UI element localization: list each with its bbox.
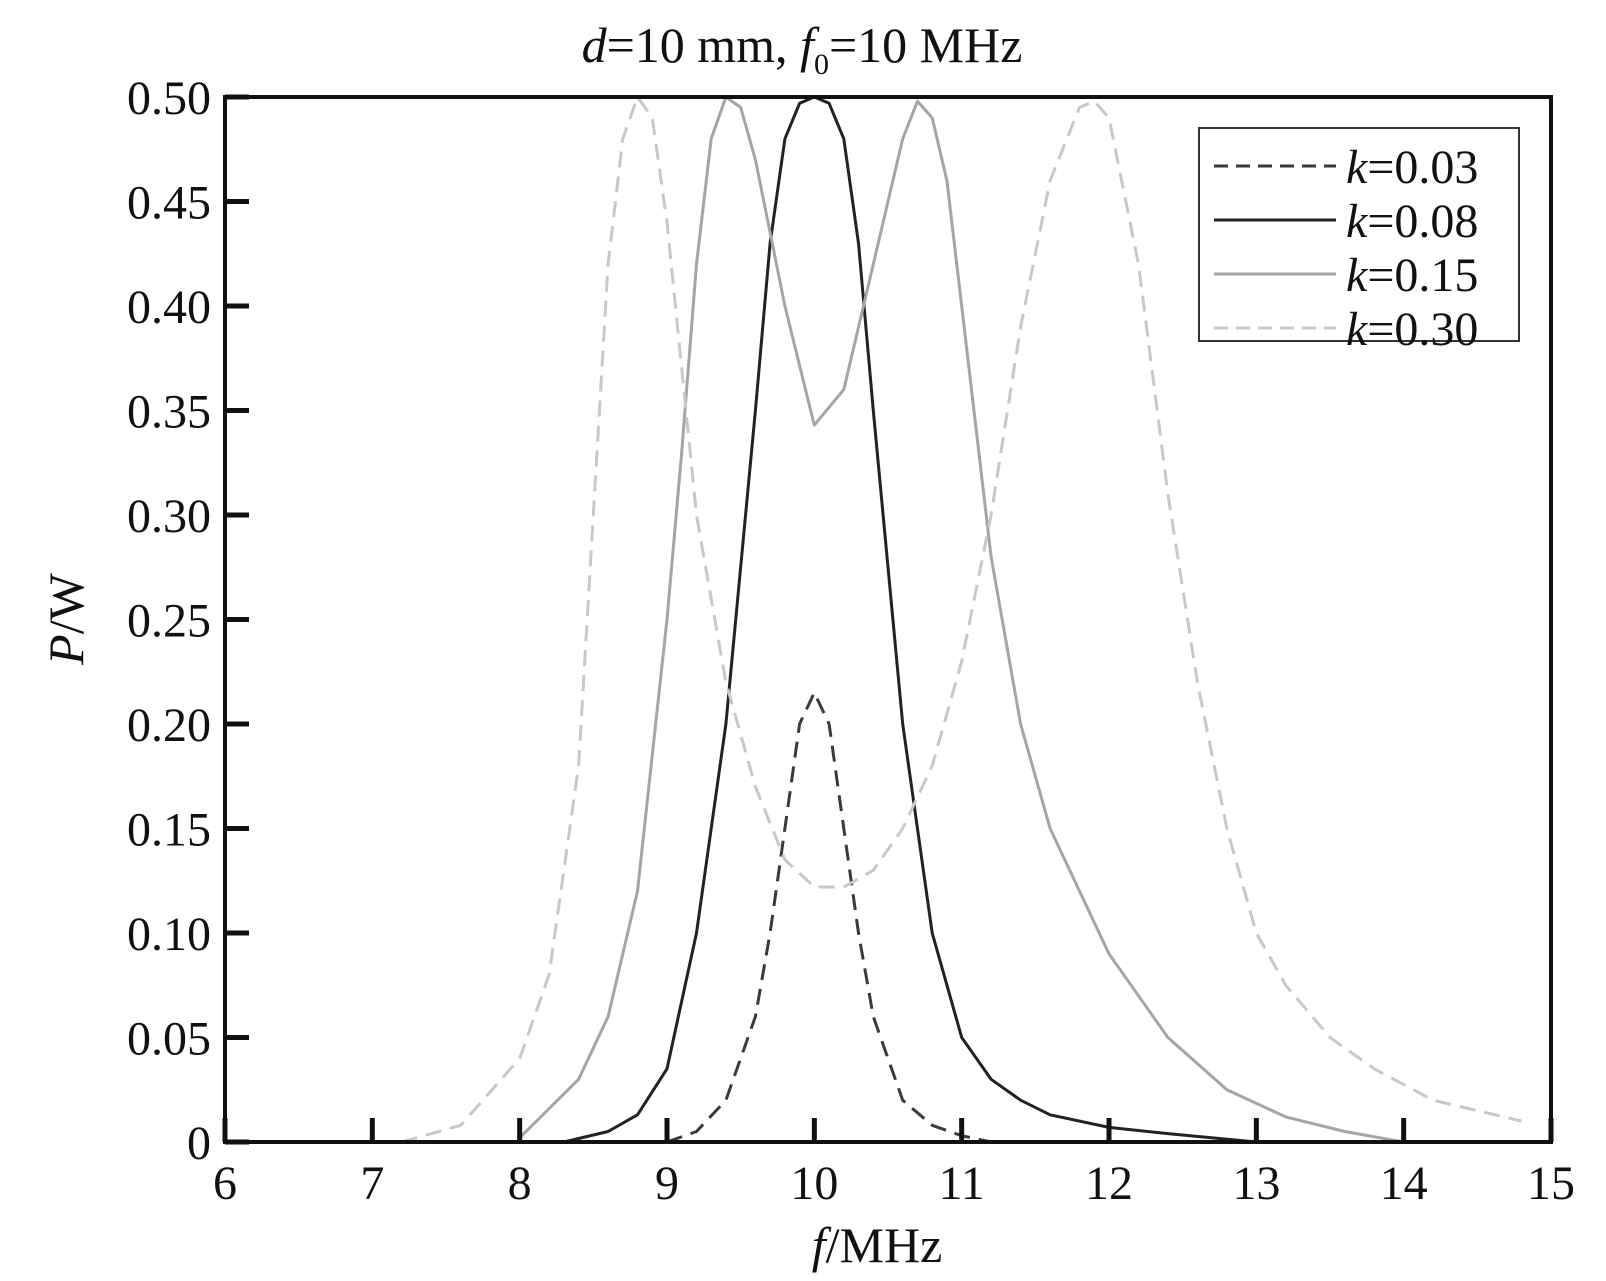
series-line [563,95,1257,1144]
x-tick-label: 10 [790,1157,838,1210]
series-line [518,95,1404,1144]
x-tick-label: 14 [1380,1157,1428,1210]
chart-title: d=10 mm, f0=10 MHz [582,17,1023,81]
y-tick-label: 0.40 [127,281,211,334]
legend: k=0.03k=0.08k=0.15k=0.30 [1198,127,1520,356]
legend-label: k=0.08 [1346,195,1478,248]
x-tick-label: 8 [508,1157,532,1210]
legend-label: k=0.03 [1346,141,1478,194]
ticks-layer: 0 0.05 0.10 0.15 0.20 0.25 0.30 0.35 0.40 0.45 0.5… [127,72,1575,1210]
x-tick-label: 9 [655,1157,679,1210]
legend-label: k=0.30 [1346,303,1478,356]
x-tick-label: 6 [213,1157,237,1210]
y-tick-label: 0.30 [127,490,211,543]
y-tick-label: 0.15 [127,804,211,857]
y-tick-label: 0.20 [127,699,211,752]
y-tick-label: 0.45 [127,177,211,230]
y-tick-label: 0.35 [127,386,211,439]
x-tick-label: 13 [1232,1157,1280,1210]
x-tick-label: 12 [1085,1157,1133,1210]
y-tick-label: 0 [187,1117,211,1170]
x-tick-label: 11 [939,1157,985,1210]
legend-label: k=0.15 [1346,249,1478,302]
legend-box [1198,127,1520,342]
y-tick-label: 0.10 [127,908,211,961]
y-tick-label: 0.50 [127,72,211,125]
y-axis-label: P/W [38,572,94,665]
x-tick-label: 7 [360,1157,384,1210]
plot-frame [223,95,1553,1144]
x-tick-label: 15 [1527,1157,1575,1210]
y-tick-label: 0.25 [127,595,211,648]
series-line [401,95,1522,1144]
series-line [666,691,992,1144]
y-tick-label: 0.05 [127,1013,211,1066]
x-axis-label: f/MHz [812,1217,943,1273]
series-layer [401,95,1522,1144]
